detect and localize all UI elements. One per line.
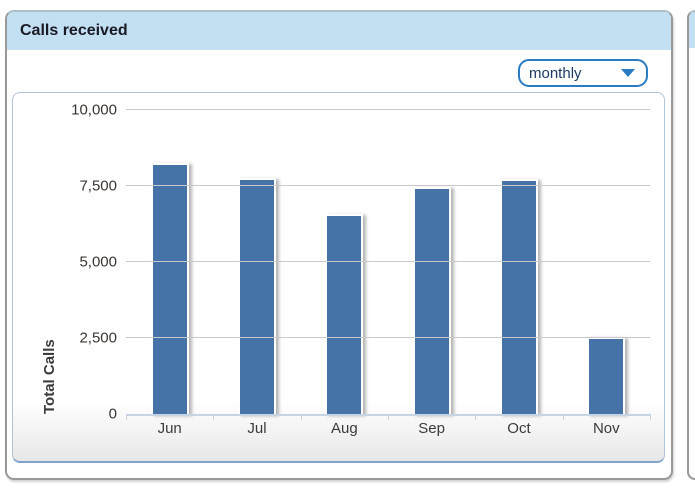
y-axis-tick-label: 0 [108, 405, 117, 423]
x-axis-tick-label: Sep [418, 420, 445, 437]
category-cell [388, 110, 475, 415]
gridline [126, 185, 650, 186]
gridline [126, 261, 650, 262]
x-axis-tick-label: Jun [157, 420, 182, 437]
y-axis-title: Total Calls [41, 339, 58, 414]
x-axis-tick [126, 414, 127, 420]
gridline [126, 337, 650, 338]
adjacent-widget [687, 10, 695, 480]
category-cell [563, 110, 650, 415]
category-cell [475, 110, 562, 415]
y-axis-tick-label: 7,500 [79, 177, 117, 195]
bar-nov[interactable] [587, 337, 626, 415]
x-axis-tick [475, 414, 477, 420]
widget-title: Calls received [20, 22, 128, 39]
x-axis-tick [213, 414, 215, 420]
x-axis-labels: Jun Jul Aug Sep Oct Nov [126, 420, 650, 437]
y-axis-tick-label: 5,000 [79, 253, 117, 271]
bars-row [126, 110, 650, 415]
x-axis-tick-label: Oct [507, 420, 531, 437]
widget-header: Calls received [7, 12, 671, 50]
y-axis-tick-label: 2,500 [79, 329, 117, 347]
x-axis-tick [562, 414, 564, 420]
x-axis-tick-label: Jul [247, 420, 267, 437]
bar-oct[interactable] [499, 179, 538, 415]
bar-sep[interactable] [412, 187, 451, 415]
bar-aug[interactable] [325, 214, 364, 415]
category-cell [213, 110, 300, 415]
interval-dropdown-value: monthly [529, 64, 582, 82]
y-axis-tick-label: 10,000 [71, 101, 117, 119]
x-axis-tick-label: Aug [330, 420, 358, 437]
plot-area: Total Calls Jun Jul Aug Sep Oct Nov 0 2,500 5,0… [41, 102, 651, 437]
category-cell [301, 110, 388, 415]
adjacent-widget-header [689, 12, 695, 48]
chart-container: Total Calls Jun Jul Aug Sep Oct Nov 0 2,500 5,0… [12, 92, 665, 463]
chevron-down-icon [621, 69, 635, 77]
calls-received-widget: Calls received monthly Total Calls Jun Ju… [5, 10, 673, 480]
x-axis-tick [650, 414, 651, 420]
x-axis-tick-label: Nov [592, 420, 620, 437]
x-axis-tick [388, 414, 389, 420]
category-cell [126, 110, 213, 415]
interval-dropdown[interactable]: monthly [518, 59, 648, 87]
bar-jun[interactable] [150, 162, 189, 415]
x-axis-tick [300, 414, 302, 420]
bar-jul[interactable] [237, 177, 276, 415]
gridline [126, 109, 650, 110]
